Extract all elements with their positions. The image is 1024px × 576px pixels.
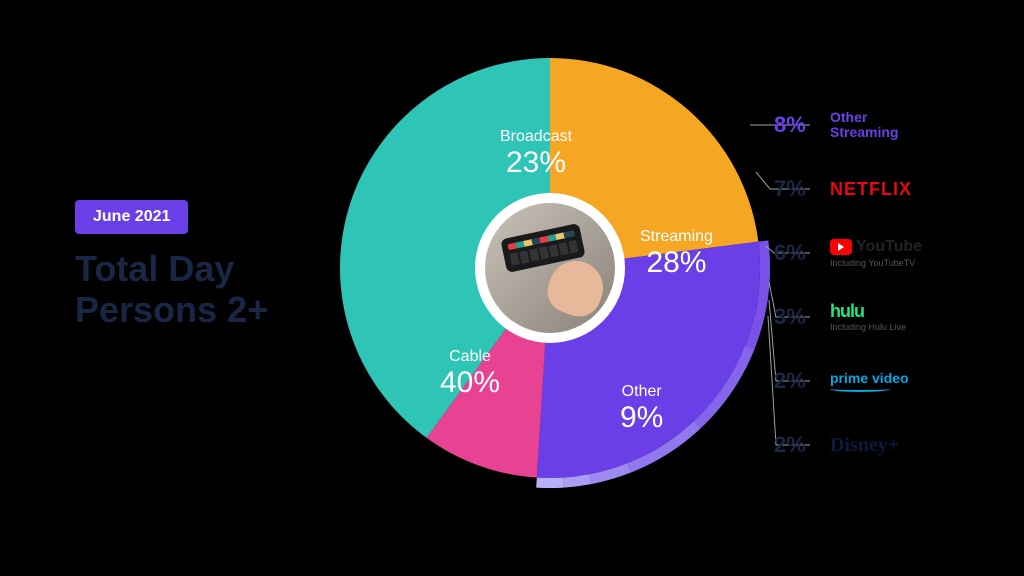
breakdown-label-prime: prime video — [830, 370, 974, 392]
breakdown-pct: 8% — [774, 112, 818, 138]
title-line-1: Total Day — [75, 248, 268, 289]
breakdown-pct: 7% — [774, 176, 818, 202]
date-badge: June 2021 — [75, 200, 188, 234]
breakdown-label-netflix: NETFLIX — [830, 180, 974, 198]
main-title: Total Day Persons 2+ — [75, 248, 268, 331]
center-hole — [475, 193, 625, 343]
breakdown-row: 3% huluIncluding Hulu Live — [774, 297, 974, 337]
breakdown-row: 2% Disney+ — [774, 425, 974, 465]
breakdown-row: 7% NETFLIX — [774, 169, 974, 209]
breakdown-pct: 2% — [774, 432, 818, 458]
hand-icon — [541, 253, 610, 322]
breakdown-row: 8% OtherStreaming — [774, 105, 974, 145]
breakdown-pct: 2% — [774, 368, 818, 394]
breakdown-pct: 6% — [774, 240, 818, 266]
streaming-sub-arc — [536, 478, 564, 488]
title-line-2: Persons 2+ — [75, 289, 268, 330]
pie-chart: Broadcast23%Streaming28%Other9%Cable40% — [330, 48, 770, 488]
streaming-breakdown: 8% OtherStreaming 7% NETFLIX 6% YouTubeInclud… — [774, 105, 974, 489]
breakdown-label-other-stream: OtherStreaming — [830, 110, 974, 141]
breakdown-row: 2% prime video — [774, 361, 974, 401]
breakdown-label-disney: Disney+ — [830, 434, 974, 457]
center-image — [485, 203, 615, 333]
breakdown-pct: 3% — [774, 304, 818, 330]
breakdown-label-youtube: YouTubeIncluding YouTubeTV — [830, 238, 974, 268]
youtube-icon — [830, 239, 852, 255]
breakdown-row: 6% YouTubeIncluding YouTubeTV — [774, 233, 974, 273]
breakdown-label-hulu: huluIncluding Hulu Live — [830, 302, 974, 332]
title-block: June 2021 Total Day Persons 2+ — [75, 200, 268, 331]
